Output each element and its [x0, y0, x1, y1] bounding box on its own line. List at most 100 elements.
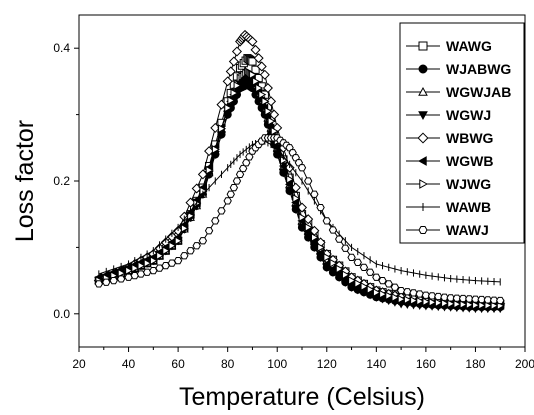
data-point	[317, 242, 326, 252]
data-point	[217, 207, 226, 215]
data-point	[94, 280, 103, 288]
data-point	[259, 69, 270, 80]
x-tick-label: 20	[72, 357, 86, 371]
series-wawj	[94, 134, 505, 305]
legend-item: WAWB	[406, 199, 491, 215]
x-tick-label: 140	[366, 357, 386, 371]
data-point	[366, 285, 375, 295]
data-point	[102, 278, 111, 286]
data-point	[261, 96, 270, 106]
data-point	[458, 294, 468, 303]
data-point	[205, 165, 214, 175]
data-point	[149, 256, 158, 266]
y-tick-label: 0.4	[53, 41, 70, 55]
data-point	[323, 252, 332, 262]
x-tick-label: 160	[416, 357, 436, 371]
data-point	[446, 294, 455, 302]
data-point	[264, 106, 273, 116]
data-point	[245, 153, 254, 161]
legend-item: WAWJ	[406, 222, 489, 238]
data-point	[117, 268, 126, 278]
data-point	[297, 164, 307, 172]
data-point	[204, 227, 214, 235]
legend-label: WJABWG	[446, 61, 511, 77]
data-point	[353, 258, 362, 266]
data-point	[322, 217, 331, 225]
data-point	[226, 190, 235, 198]
x-axis-title: Temperature (Celsius)	[179, 383, 425, 411]
data-point	[247, 36, 258, 47]
data-point	[483, 296, 493, 304]
data-point	[227, 96, 236, 105]
data-point	[162, 246, 171, 256]
data-point	[422, 297, 431, 307]
data-point	[341, 244, 350, 252]
data-point	[269, 109, 280, 120]
data-point	[250, 44, 261, 55]
data-point	[229, 184, 239, 192]
data-point	[303, 234, 313, 243]
data-point	[136, 270, 146, 278]
data-point	[440, 293, 449, 301]
data-point	[216, 99, 227, 110]
data-point	[235, 170, 245, 178]
data-point	[384, 280, 393, 288]
legend-marker	[418, 64, 428, 74]
data-point	[397, 294, 406, 304]
y-tick-label: 0.0	[53, 307, 70, 321]
data-point	[255, 83, 264, 93]
data-point	[116, 275, 126, 283]
data-point	[180, 223, 189, 233]
data-point	[242, 159, 251, 167]
x-tick-label: 200	[515, 357, 534, 371]
legend-item: WGWJAB	[406, 84, 511, 100]
data-point	[225, 66, 236, 77]
data-point	[484, 301, 493, 310]
data-point	[453, 299, 462, 309]
data-point	[167, 259, 177, 267]
y-axis-title: Loss factor	[11, 120, 39, 242]
data-point	[161, 262, 170, 270]
data-point	[286, 174, 295, 184]
legend-item: WJWG	[406, 176, 491, 192]
data-point	[328, 226, 338, 234]
data-point	[415, 290, 424, 298]
data-point	[180, 252, 189, 260]
data-point	[262, 83, 273, 94]
legend-marker	[417, 132, 429, 144]
data-point	[186, 247, 195, 255]
data-point	[173, 257, 183, 265]
data-point	[335, 264, 344, 274]
series-layer	[93, 29, 506, 314]
data-point	[347, 253, 356, 261]
data-point	[365, 268, 375, 276]
legend-label: WJWG	[446, 176, 491, 192]
x-axis: 20 40 60 80 100 120 140 160 180 200	[72, 347, 534, 371]
data-point	[410, 296, 419, 305]
data-point	[238, 164, 248, 173]
data-point	[270, 126, 279, 136]
data-point	[292, 193, 301, 203]
data-point	[174, 236, 183, 246]
data-point	[130, 272, 139, 280]
data-point	[427, 292, 437, 300]
data-point	[391, 293, 400, 302]
legend-marker	[418, 226, 428, 234]
data-point	[378, 276, 387, 285]
data-point	[490, 301, 499, 311]
legend-marker	[418, 41, 428, 51]
data-point	[298, 213, 307, 222]
data-point	[396, 286, 406, 295]
series-wjwg	[95, 66, 505, 311]
data-point	[248, 57, 257, 66]
data-point	[266, 96, 277, 107]
data-point	[142, 268, 152, 276]
data-point	[143, 258, 152, 268]
data-point	[403, 288, 412, 296]
data-point	[379, 289, 388, 299]
data-point	[334, 235, 344, 243]
legend-label: WAWG	[446, 38, 492, 54]
data-point	[109, 276, 118, 285]
data-point	[472, 300, 481, 310]
